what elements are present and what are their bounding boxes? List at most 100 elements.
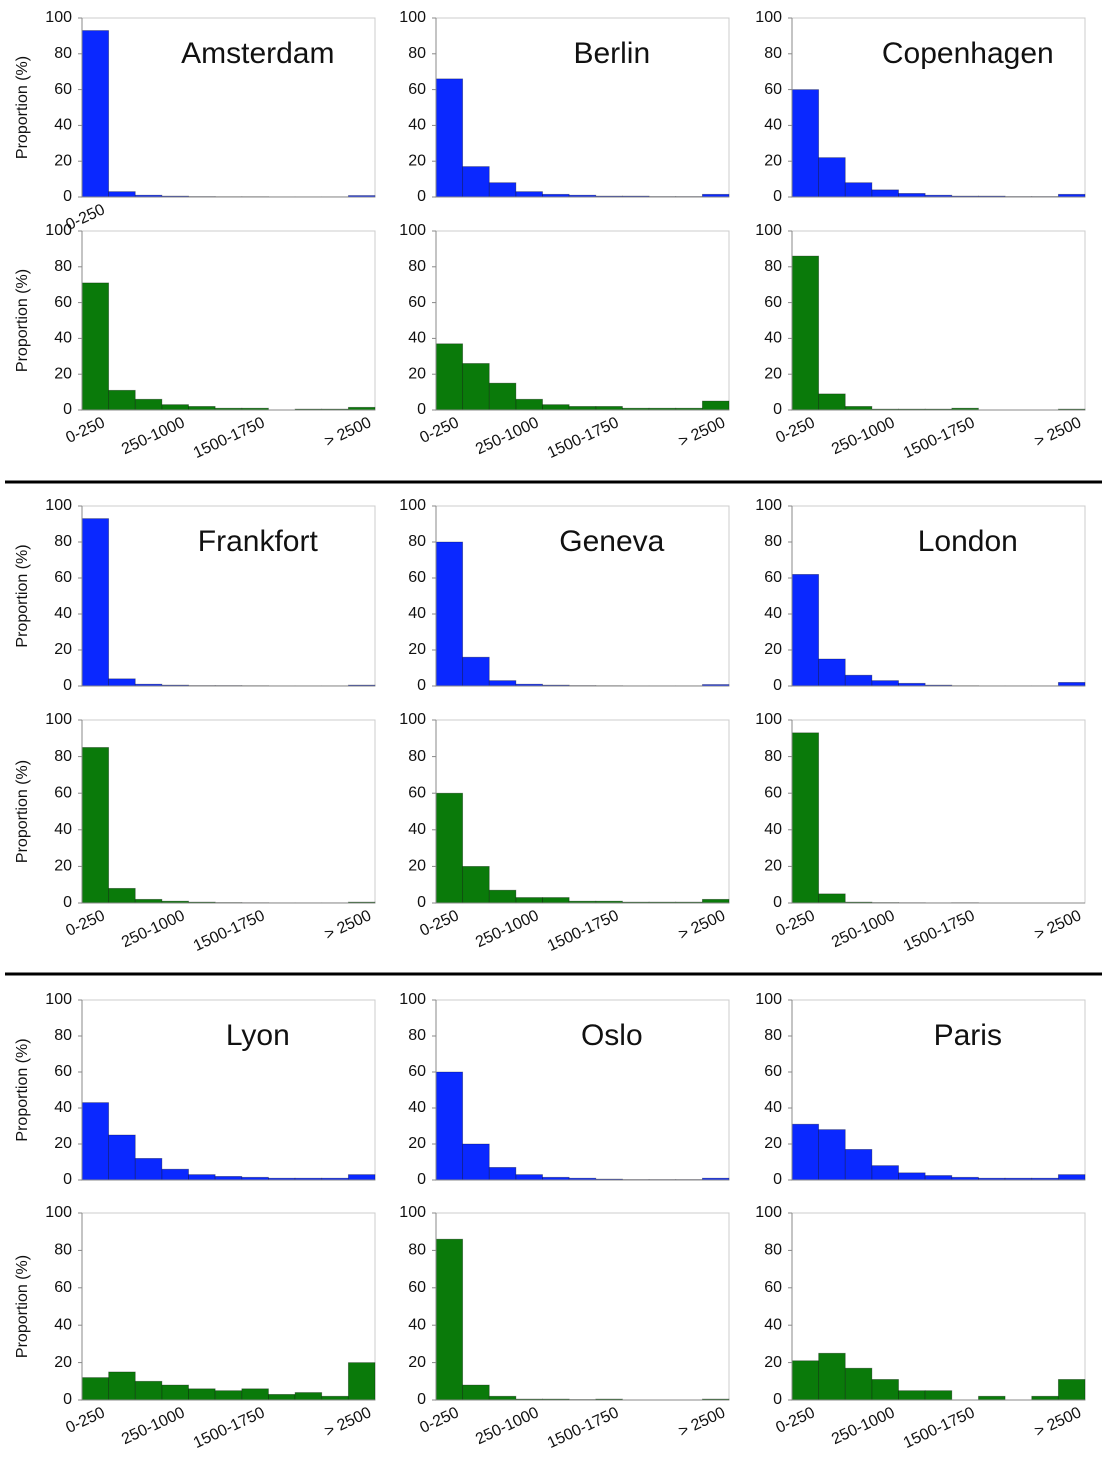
y-tick-label: 20 xyxy=(408,641,426,658)
y-tick-label: 60 xyxy=(54,294,72,311)
bar xyxy=(818,893,846,904)
y-tick-label: 0 xyxy=(63,188,72,205)
y-tick-label: 40 xyxy=(764,821,782,838)
y-tick-label: 0 xyxy=(773,188,782,205)
bar xyxy=(515,398,543,411)
y-tick-label: 0 xyxy=(773,894,782,911)
y-tick-label: 60 xyxy=(408,1279,426,1296)
y-tick-label: 80 xyxy=(764,1242,782,1259)
y-tick-label: 60 xyxy=(764,81,782,98)
bar xyxy=(435,78,464,198)
x-tick-label: 250-1000 xyxy=(473,414,542,458)
x-tick-label: > 2500 xyxy=(1032,1404,1084,1440)
bar xyxy=(701,898,730,904)
x-tick-label: 0-250 xyxy=(773,1404,817,1437)
bar xyxy=(844,182,873,198)
x-tick-label: 0-250 xyxy=(417,1404,461,1437)
y-tick-label: 0 xyxy=(417,894,426,911)
bar xyxy=(81,518,110,687)
y-tick-label: 40 xyxy=(408,1316,426,1333)
y-axis-label: Proportion (%) xyxy=(14,544,31,647)
bar xyxy=(347,1362,376,1401)
bar xyxy=(978,1395,1006,1401)
bar xyxy=(81,1377,110,1401)
x-tick-label: 250-1000 xyxy=(829,1404,898,1448)
x-tick-label: > 2500 xyxy=(322,414,374,450)
y-axis-label: Proportion (%) xyxy=(14,760,31,863)
bar xyxy=(435,1238,464,1401)
bar xyxy=(321,1395,349,1401)
y-tick-label: 80 xyxy=(408,1027,426,1044)
bar xyxy=(108,678,136,687)
y-tick-label: 60 xyxy=(408,784,426,801)
bar xyxy=(347,1174,376,1181)
y-tick-label: 0 xyxy=(63,401,72,418)
x-tick-label: 1500-1750 xyxy=(545,1404,622,1452)
y-tick-label: 20 xyxy=(764,1135,782,1152)
y-tick-label: 40 xyxy=(408,1099,426,1116)
bar xyxy=(81,747,110,904)
bar xyxy=(871,189,899,198)
x-tick-label: 0-250 xyxy=(63,414,107,447)
x-tick-label: > 2500 xyxy=(676,1404,728,1440)
y-tick-label: 40 xyxy=(408,821,426,838)
y-tick-label: 40 xyxy=(54,821,72,838)
bar xyxy=(134,1380,163,1401)
chart-title: Oslo xyxy=(581,1019,643,1052)
bar xyxy=(515,191,543,198)
bar xyxy=(818,157,846,198)
x-tick-label: 250-1000 xyxy=(829,414,898,458)
bar xyxy=(462,166,490,198)
bar xyxy=(134,898,163,904)
bar xyxy=(241,1388,269,1401)
bar xyxy=(108,887,136,904)
bar xyxy=(108,1134,136,1181)
y-tick-label: 20 xyxy=(54,641,72,658)
y-tick-label: 80 xyxy=(408,258,426,275)
bar xyxy=(818,1352,846,1401)
bar xyxy=(1057,682,1086,687)
y-tick-label: 60 xyxy=(54,569,72,586)
x-tick-label: > 2500 xyxy=(676,907,728,943)
y-tick-label: 0 xyxy=(417,1391,426,1408)
y-axis-label: Proportion (%) xyxy=(14,269,31,372)
x-tick-label: 1500-1750 xyxy=(191,907,268,955)
x-tick-label: > 2500 xyxy=(1032,414,1084,450)
x-tick-label: 250-1000 xyxy=(119,907,188,951)
x-tick-label: 1500-1750 xyxy=(545,907,622,955)
bar xyxy=(108,1371,136,1401)
y-tick-label: 60 xyxy=(408,1063,426,1080)
y-tick-label: 0 xyxy=(773,401,782,418)
x-tick-label: 0-250 xyxy=(417,414,461,447)
chart-title: Copenhagen xyxy=(882,37,1054,70)
y-tick-label: 100 xyxy=(45,991,72,1008)
bar xyxy=(435,1071,464,1181)
y-tick-label: 100 xyxy=(755,991,782,1008)
y-tick-label: 20 xyxy=(54,858,72,875)
y-axis-label: Proportion (%) xyxy=(14,1038,31,1141)
bar xyxy=(188,406,216,411)
chart-title: Frankfort xyxy=(198,525,319,558)
bar xyxy=(188,1174,216,1181)
bar xyxy=(488,382,517,411)
y-tick-label: 60 xyxy=(54,784,72,801)
y-tick-label: 40 xyxy=(54,1099,72,1116)
bar xyxy=(924,1390,953,1401)
bar xyxy=(595,406,623,411)
bar xyxy=(134,398,163,411)
y-tick-label: 100 xyxy=(399,991,426,1008)
y-tick-label: 60 xyxy=(408,569,426,586)
y-tick-label: 100 xyxy=(45,222,72,239)
bar xyxy=(161,1168,189,1181)
x-tick-label: 250-1000 xyxy=(473,907,542,951)
y-tick-label: 100 xyxy=(45,9,72,26)
y-tick-label: 80 xyxy=(764,748,782,765)
y-tick-label: 0 xyxy=(63,1391,72,1408)
x-tick-label: 1500-1750 xyxy=(901,414,978,462)
y-tick-label: 100 xyxy=(399,1204,426,1221)
y-tick-label: 80 xyxy=(54,1242,72,1259)
y-tick-label: 20 xyxy=(54,1135,72,1152)
bar xyxy=(844,1367,873,1401)
bar xyxy=(791,89,820,198)
bar xyxy=(924,1175,953,1181)
